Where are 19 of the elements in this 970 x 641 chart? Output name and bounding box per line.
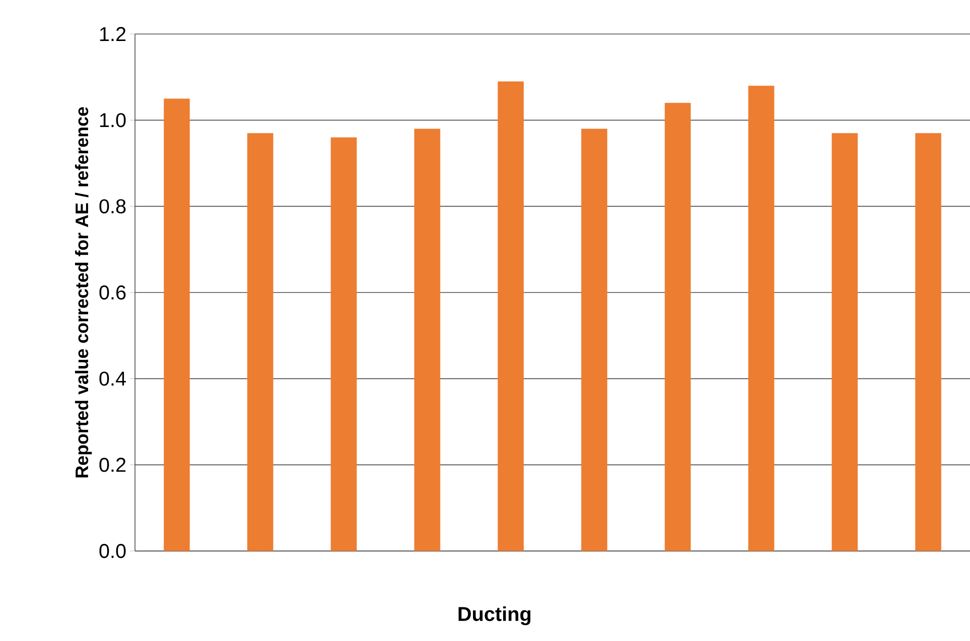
y-axis-title: Reported value corrected for AE / reference (75, 107, 92, 478)
bar (832, 133, 858, 551)
bar (664, 102, 691, 551)
y-tick-label: 0.6 (99, 285, 126, 300)
bar (330, 137, 357, 551)
bar (915, 133, 942, 551)
y-tick-label: 1.0 (100, 113, 126, 128)
bar (748, 86, 774, 551)
bar (414, 128, 440, 551)
y-tick-label: 0.0 (99, 544, 126, 558)
y-tick-label: 0.2 (99, 458, 126, 472)
x-axis-title: Ducting (458, 606, 530, 626)
y-tick-label: 1.2 (100, 27, 126, 41)
y-tick-label: 0.8 (99, 199, 126, 214)
y-tick-label: 0.4 (99, 372, 126, 386)
bar (247, 133, 274, 551)
bar (164, 98, 190, 551)
bar (498, 81, 524, 551)
bar (581, 128, 608, 551)
